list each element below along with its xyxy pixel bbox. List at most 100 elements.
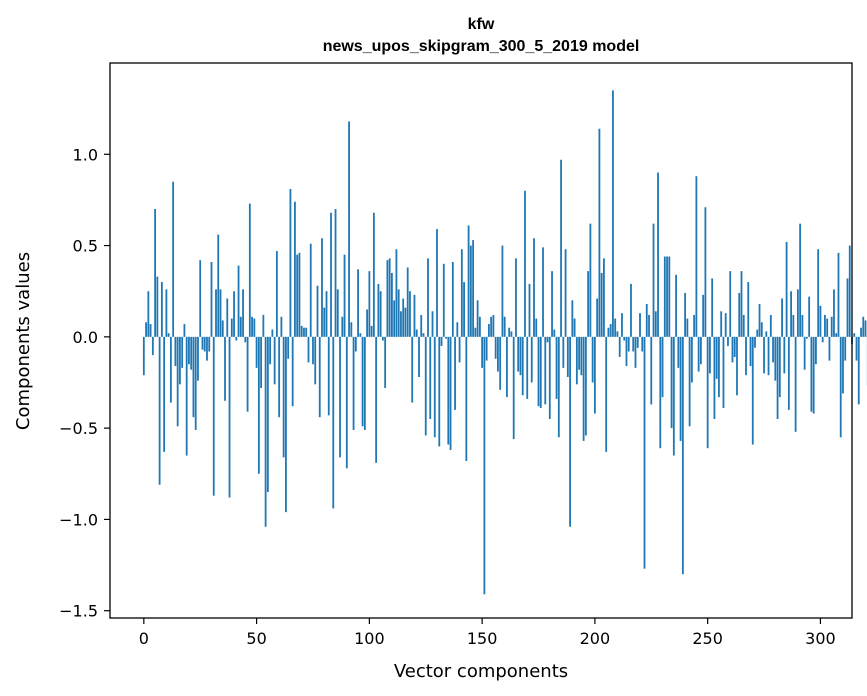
bar [251, 316, 253, 337]
bar [774, 336, 777, 381]
bar [810, 336, 813, 412]
bar [718, 336, 720, 398]
bar [765, 331, 768, 337]
bar [264, 336, 267, 527]
bar [305, 327, 308, 337]
bar [826, 318, 829, 337]
bar [244, 336, 247, 343]
bar [510, 331, 513, 337]
bar [614, 318, 617, 337]
bar [451, 262, 454, 337]
bar [713, 336, 716, 419]
bar [379, 291, 382, 337]
bar [815, 336, 817, 365]
bar [542, 247, 544, 337]
bar [463, 282, 465, 337]
bar [835, 333, 838, 337]
bar [528, 283, 531, 337]
bar [679, 336, 682, 441]
bar [587, 271, 590, 337]
bar [431, 311, 434, 337]
bar [280, 316, 283, 337]
bar [384, 336, 387, 388]
bar [233, 291, 235, 337]
bar [675, 274, 677, 337]
bar [481, 336, 484, 368]
bar [343, 254, 346, 337]
bar [169, 336, 172, 403]
x-axis-label: Vector components [394, 661, 568, 682]
bar [652, 223, 655, 337]
x-tick-label: 50 [246, 629, 266, 648]
bar [783, 336, 786, 374]
bar [300, 325, 303, 337]
bar [298, 252, 301, 337]
bar [566, 336, 569, 378]
bar [391, 272, 393, 337]
bar [494, 336, 497, 359]
bar [711, 278, 714, 337]
bar [370, 325, 373, 337]
bar [706, 336, 709, 449]
bar [760, 322, 763, 337]
bar [336, 289, 339, 337]
bar [573, 318, 576, 337]
bar [632, 336, 635, 352]
bar [661, 336, 664, 398]
y-axis-label: Components values [13, 252, 34, 430]
bar [864, 320, 867, 337]
bar [183, 324, 186, 337]
bar [857, 336, 860, 405]
bar [402, 298, 405, 337]
bar [729, 271, 732, 337]
bar [230, 318, 233, 337]
bar [418, 336, 420, 378]
bar [641, 336, 644, 352]
bar [190, 336, 193, 370]
bar [817, 249, 820, 337]
bar [578, 336, 580, 370]
bar [445, 336, 447, 339]
bar [487, 324, 490, 337]
bar [787, 336, 790, 410]
bar [688, 336, 691, 427]
bar [411, 336, 414, 403]
bar [533, 238, 535, 337]
bar [372, 212, 375, 337]
bar [627, 336, 630, 352]
bar [151, 336, 154, 356]
bar [501, 245, 504, 337]
bar [557, 336, 560, 438]
bar [776, 336, 779, 419]
bar [348, 121, 350, 337]
bar [506, 336, 508, 398]
bar [724, 313, 727, 337]
bar [339, 336, 341, 458]
bar [420, 314, 423, 337]
bar [440, 336, 443, 346]
y-tick-label: 0.0 [73, 328, 98, 347]
chart-title-line-2: news_upos_skipgram_300_5_2019 model [323, 38, 640, 55]
bar [855, 336, 858, 361]
bar [323, 307, 326, 337]
bar [368, 271, 371, 337]
bar [839, 336, 842, 438]
bar [291, 336, 294, 407]
bar [210, 262, 213, 337]
bar [172, 181, 175, 337]
bar [630, 283, 632, 337]
bar [584, 336, 587, 436]
bar [553, 329, 556, 337]
bar [803, 336, 806, 370]
bar [564, 249, 567, 337]
bar [643, 336, 646, 569]
bar [393, 300, 396, 337]
bar [242, 289, 244, 337]
bar [469, 245, 472, 337]
bar [607, 327, 610, 337]
bar [239, 316, 242, 337]
bar [526, 336, 529, 399]
bar [524, 190, 526, 337]
bar [650, 336, 653, 405]
bar [257, 336, 260, 474]
